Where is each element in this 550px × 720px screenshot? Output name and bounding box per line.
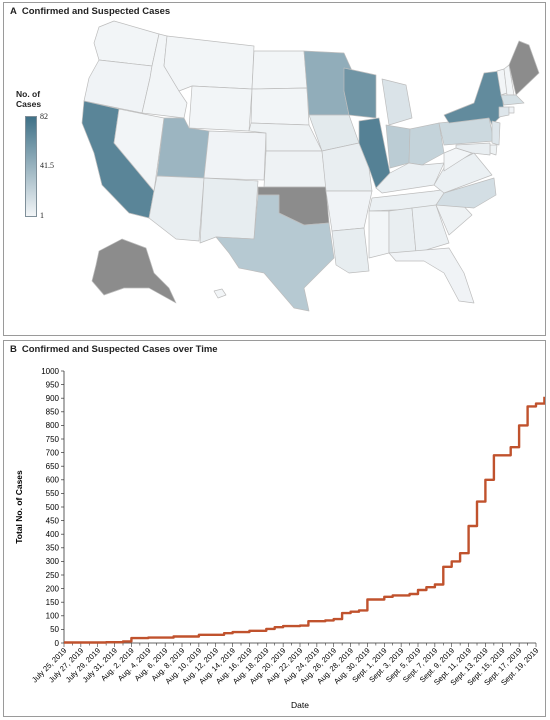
state-AK	[91, 238, 177, 304]
y-axis: 0 50 100 150 200 250 300 350 400 450 500 550 600 650 7…	[41, 367, 65, 648]
panel-b-title: B Confirmed and Suspected Cases over Time	[10, 344, 218, 355]
state-KS	[263, 150, 327, 188]
y-tick-label: 650	[46, 462, 60, 471]
state-AL	[388, 207, 417, 254]
legend-min-label: 1	[40, 211, 44, 220]
panel-a-map: A Confirmed and Suspected Cases No. of Ca…	[3, 2, 546, 336]
y-tick-label: 550	[46, 489, 60, 498]
x-axis-label: Date	[291, 700, 309, 710]
state-RI	[508, 106, 515, 114]
state-DE	[489, 144, 498, 156]
y-tick-label: 350	[46, 544, 60, 553]
y-tick-label: 850	[46, 408, 60, 417]
legend-title-line2: Cases	[16, 99, 42, 109]
panel-b-line-chart: B Confirmed and Suspected Cases over Time…	[3, 340, 546, 717]
y-tick-label: 750	[46, 435, 60, 444]
state-AZ	[148, 175, 205, 242]
state-MT	[163, 35, 255, 92]
state-NJ	[491, 120, 501, 146]
y-tick-label: 450	[46, 516, 60, 525]
state-OH	[408, 122, 445, 166]
state-MO	[321, 142, 373, 192]
legend-max-label: 82	[40, 112, 48, 121]
state-ND	[251, 50, 308, 90]
panel-a-letter: A	[10, 6, 17, 17]
us-state-map	[81, 20, 540, 312]
panel-a-title-text: Confirmed and Suspected Cases	[21, 6, 171, 17]
y-tick-label: 900	[46, 394, 60, 403]
state-WI	[343, 67, 377, 119]
state-ME	[508, 40, 540, 96]
panel-b-title-text: Confirmed and Suspected Cases over Time	[21, 344, 218, 355]
state-NC	[435, 177, 497, 209]
legend-title: No. of Cases	[16, 89, 41, 109]
y-tick-label: 950	[46, 380, 60, 389]
y-tick-label: 200	[46, 584, 60, 593]
state-MD	[455, 142, 491, 156]
state-CT	[498, 106, 510, 118]
state-WY	[188, 85, 253, 132]
legend-color-bar	[25, 116, 37, 217]
y-tick-label: 400	[46, 530, 60, 539]
y-tick-label: 150	[46, 598, 60, 607]
state-TX	[215, 194, 335, 312]
legend-mid-label: 41.5	[40, 161, 54, 170]
state-MI	[381, 78, 413, 126]
state-CO	[203, 130, 267, 181]
y-tick-label: 300	[46, 557, 60, 566]
state-NM	[199, 177, 259, 244]
y-tick-label: 600	[46, 476, 60, 485]
panel-b-letter: B	[10, 344, 17, 355]
state-FL	[388, 247, 475, 304]
state-AR	[325, 190, 373, 232]
state-MA	[500, 94, 525, 106]
y-tick-label: 500	[46, 503, 60, 512]
cases-over-time-chart: 0 50 100 150 200 250 300 350 400 450 500 550 600 650 7…	[14, 367, 545, 710]
state-VA	[433, 152, 493, 194]
state-GA	[411, 204, 450, 254]
state-MS	[368, 210, 390, 259]
state-NY	[443, 70, 505, 126]
y-axis-label: Total No. of Cases	[14, 470, 24, 544]
state-KY	[375, 162, 445, 194]
y-tick-label: 50	[50, 625, 59, 634]
state-SD	[250, 87, 310, 126]
y-tick-label: 100	[46, 612, 60, 621]
state-WA	[93, 20, 160, 67]
state-LA	[331, 227, 370, 274]
series-line-cases	[64, 396, 545, 644]
legend-title-line1: No. of	[16, 89, 41, 99]
y-tick-label: 250	[46, 571, 60, 580]
panel-a-title: A Confirmed and Suspected Cases	[10, 6, 170, 17]
y-tick-label: 1000	[41, 367, 59, 376]
y-tick-label: 0	[55, 639, 60, 648]
y-tick-label: 800	[46, 421, 60, 430]
state-PA	[438, 117, 495, 146]
state-HI	[213, 288, 227, 299]
y-tick-label: 700	[46, 448, 60, 457]
state-IN	[385, 124, 411, 169]
